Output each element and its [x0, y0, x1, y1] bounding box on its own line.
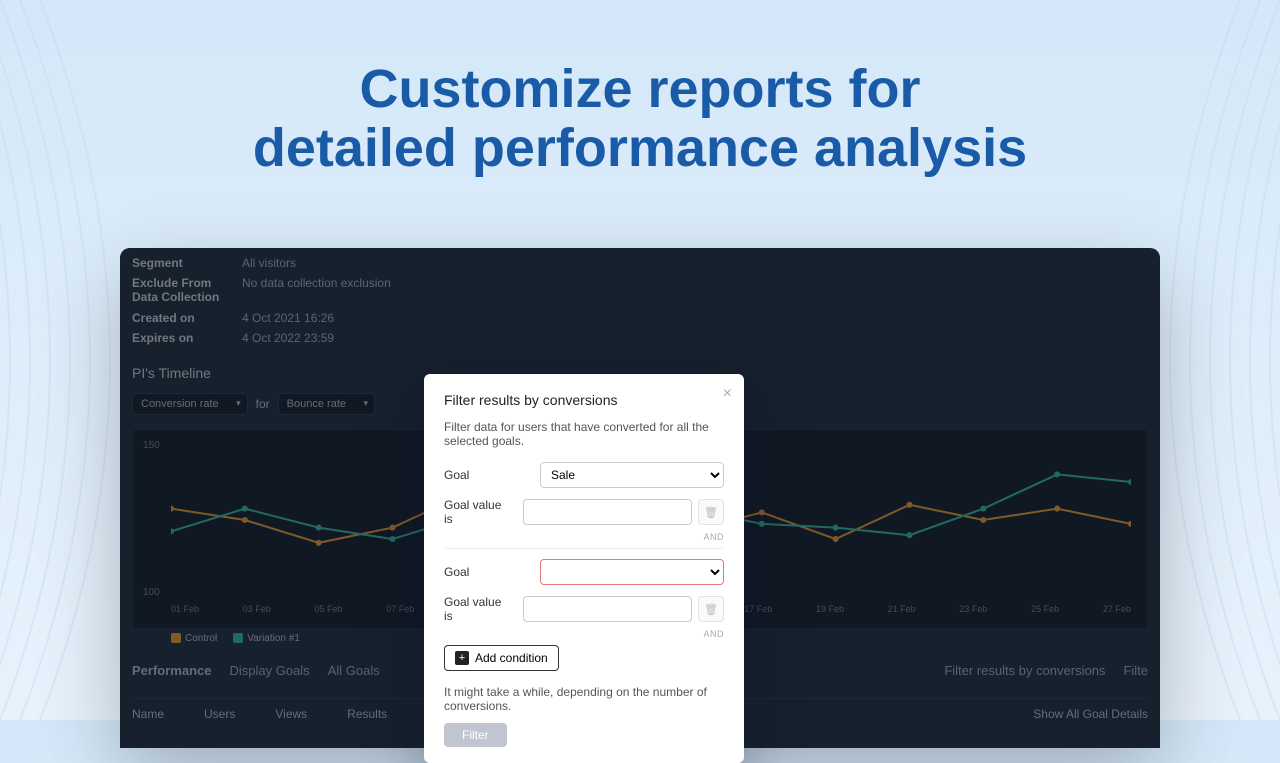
meta-exclude-value: No data collection exclusion: [242, 276, 391, 305]
goal1-label: Goal: [444, 468, 530, 482]
meta-created-label: Created on: [132, 311, 222, 325]
legend-swatch-control: [171, 633, 181, 643]
meta-exclude-label: Exclude From Data Collection: [132, 276, 222, 305]
filter-other[interactable]: Filte: [1123, 663, 1148, 678]
filter-button-label: Filter: [462, 728, 489, 742]
goal1-delete-button[interactable]: 🗑: [698, 499, 724, 525]
legend-variation-label: Variation #1: [247, 633, 300, 644]
meta-created-value: 4 Oct 2021 16:26: [242, 311, 334, 325]
filter-by-conv-link[interactable]: Filter results by conversions: [944, 663, 1105, 678]
meta-segment-value: All visitors: [242, 256, 296, 270]
add-condition-label: Add condition: [475, 651, 548, 665]
goal1-value-input[interactable]: [523, 499, 692, 525]
trash-icon: 🗑: [704, 603, 718, 616]
modal-close-button[interactable]: ×: [723, 386, 732, 402]
goal2-select[interactable]: [540, 559, 724, 585]
kpi-metric2-label: Bounce rate: [287, 398, 346, 410]
add-condition-button[interactable]: + Add condition: [444, 645, 559, 671]
display-goals-link[interactable]: Display Goals: [229, 663, 309, 678]
meta-segment-label: Segment: [132, 256, 222, 270]
divider: [444, 548, 724, 549]
headline-line2: detailed performance analysis: [253, 118, 1027, 178]
headline-line1: Customize reports for: [359, 59, 920, 119]
modal-note: It might take a while, depending on the …: [444, 685, 724, 713]
chart-legend: Control Variation #1: [171, 633, 300, 644]
goal1-value-label: Goal value is: [444, 498, 513, 526]
kpi-metric2-select[interactable]: Bounce rate: [278, 393, 375, 415]
goal1-select[interactable]: Sale: [540, 462, 724, 488]
modal-title: Filter results by conversions: [444, 392, 724, 408]
legend-swatch-variation: [233, 633, 243, 643]
goal2-value-label: Goal value is: [444, 595, 513, 623]
chart-yaxis: 150100: [143, 440, 167, 598]
kpi-metric1-label: Conversion rate: [141, 398, 219, 410]
trash-icon: 🗑: [704, 506, 718, 519]
filter-button[interactable]: Filter: [444, 723, 507, 747]
col-results: Results: [347, 707, 387, 721]
and-connector-1: AND: [444, 532, 724, 542]
page-headline: Customize reports for detailed performan…: [0, 0, 1280, 209]
col-name: Name: [132, 707, 164, 721]
all-goals-link[interactable]: All Goals: [328, 663, 380, 678]
plus-icon: +: [455, 651, 469, 665]
close-icon: ×: [723, 385, 732, 402]
goal2-label: Goal: [444, 565, 530, 579]
goal2-delete-button[interactable]: 🗑: [698, 596, 724, 622]
meta-expires-value: 4 Oct 2022 23:59: [242, 331, 334, 345]
col-views: Views: [275, 707, 307, 721]
col-users: Users: [204, 707, 235, 721]
show-all-goal-details[interactable]: Show All Goal Details: [1033, 707, 1148, 721]
modal-description: Filter data for users that have converte…: [444, 420, 724, 448]
and-connector-2: AND: [444, 629, 724, 639]
performance-title: Performance: [132, 663, 211, 678]
kpi-metric1-select[interactable]: Conversion rate: [132, 393, 248, 415]
kpi-for-label: for: [256, 397, 270, 411]
goal2-value-input[interactable]: [523, 596, 692, 622]
meta-expires-label: Expires on: [132, 331, 222, 345]
filter-modal: × Filter results by conversions Filter d…: [424, 374, 744, 763]
legend-control-label: Control: [185, 633, 217, 644]
